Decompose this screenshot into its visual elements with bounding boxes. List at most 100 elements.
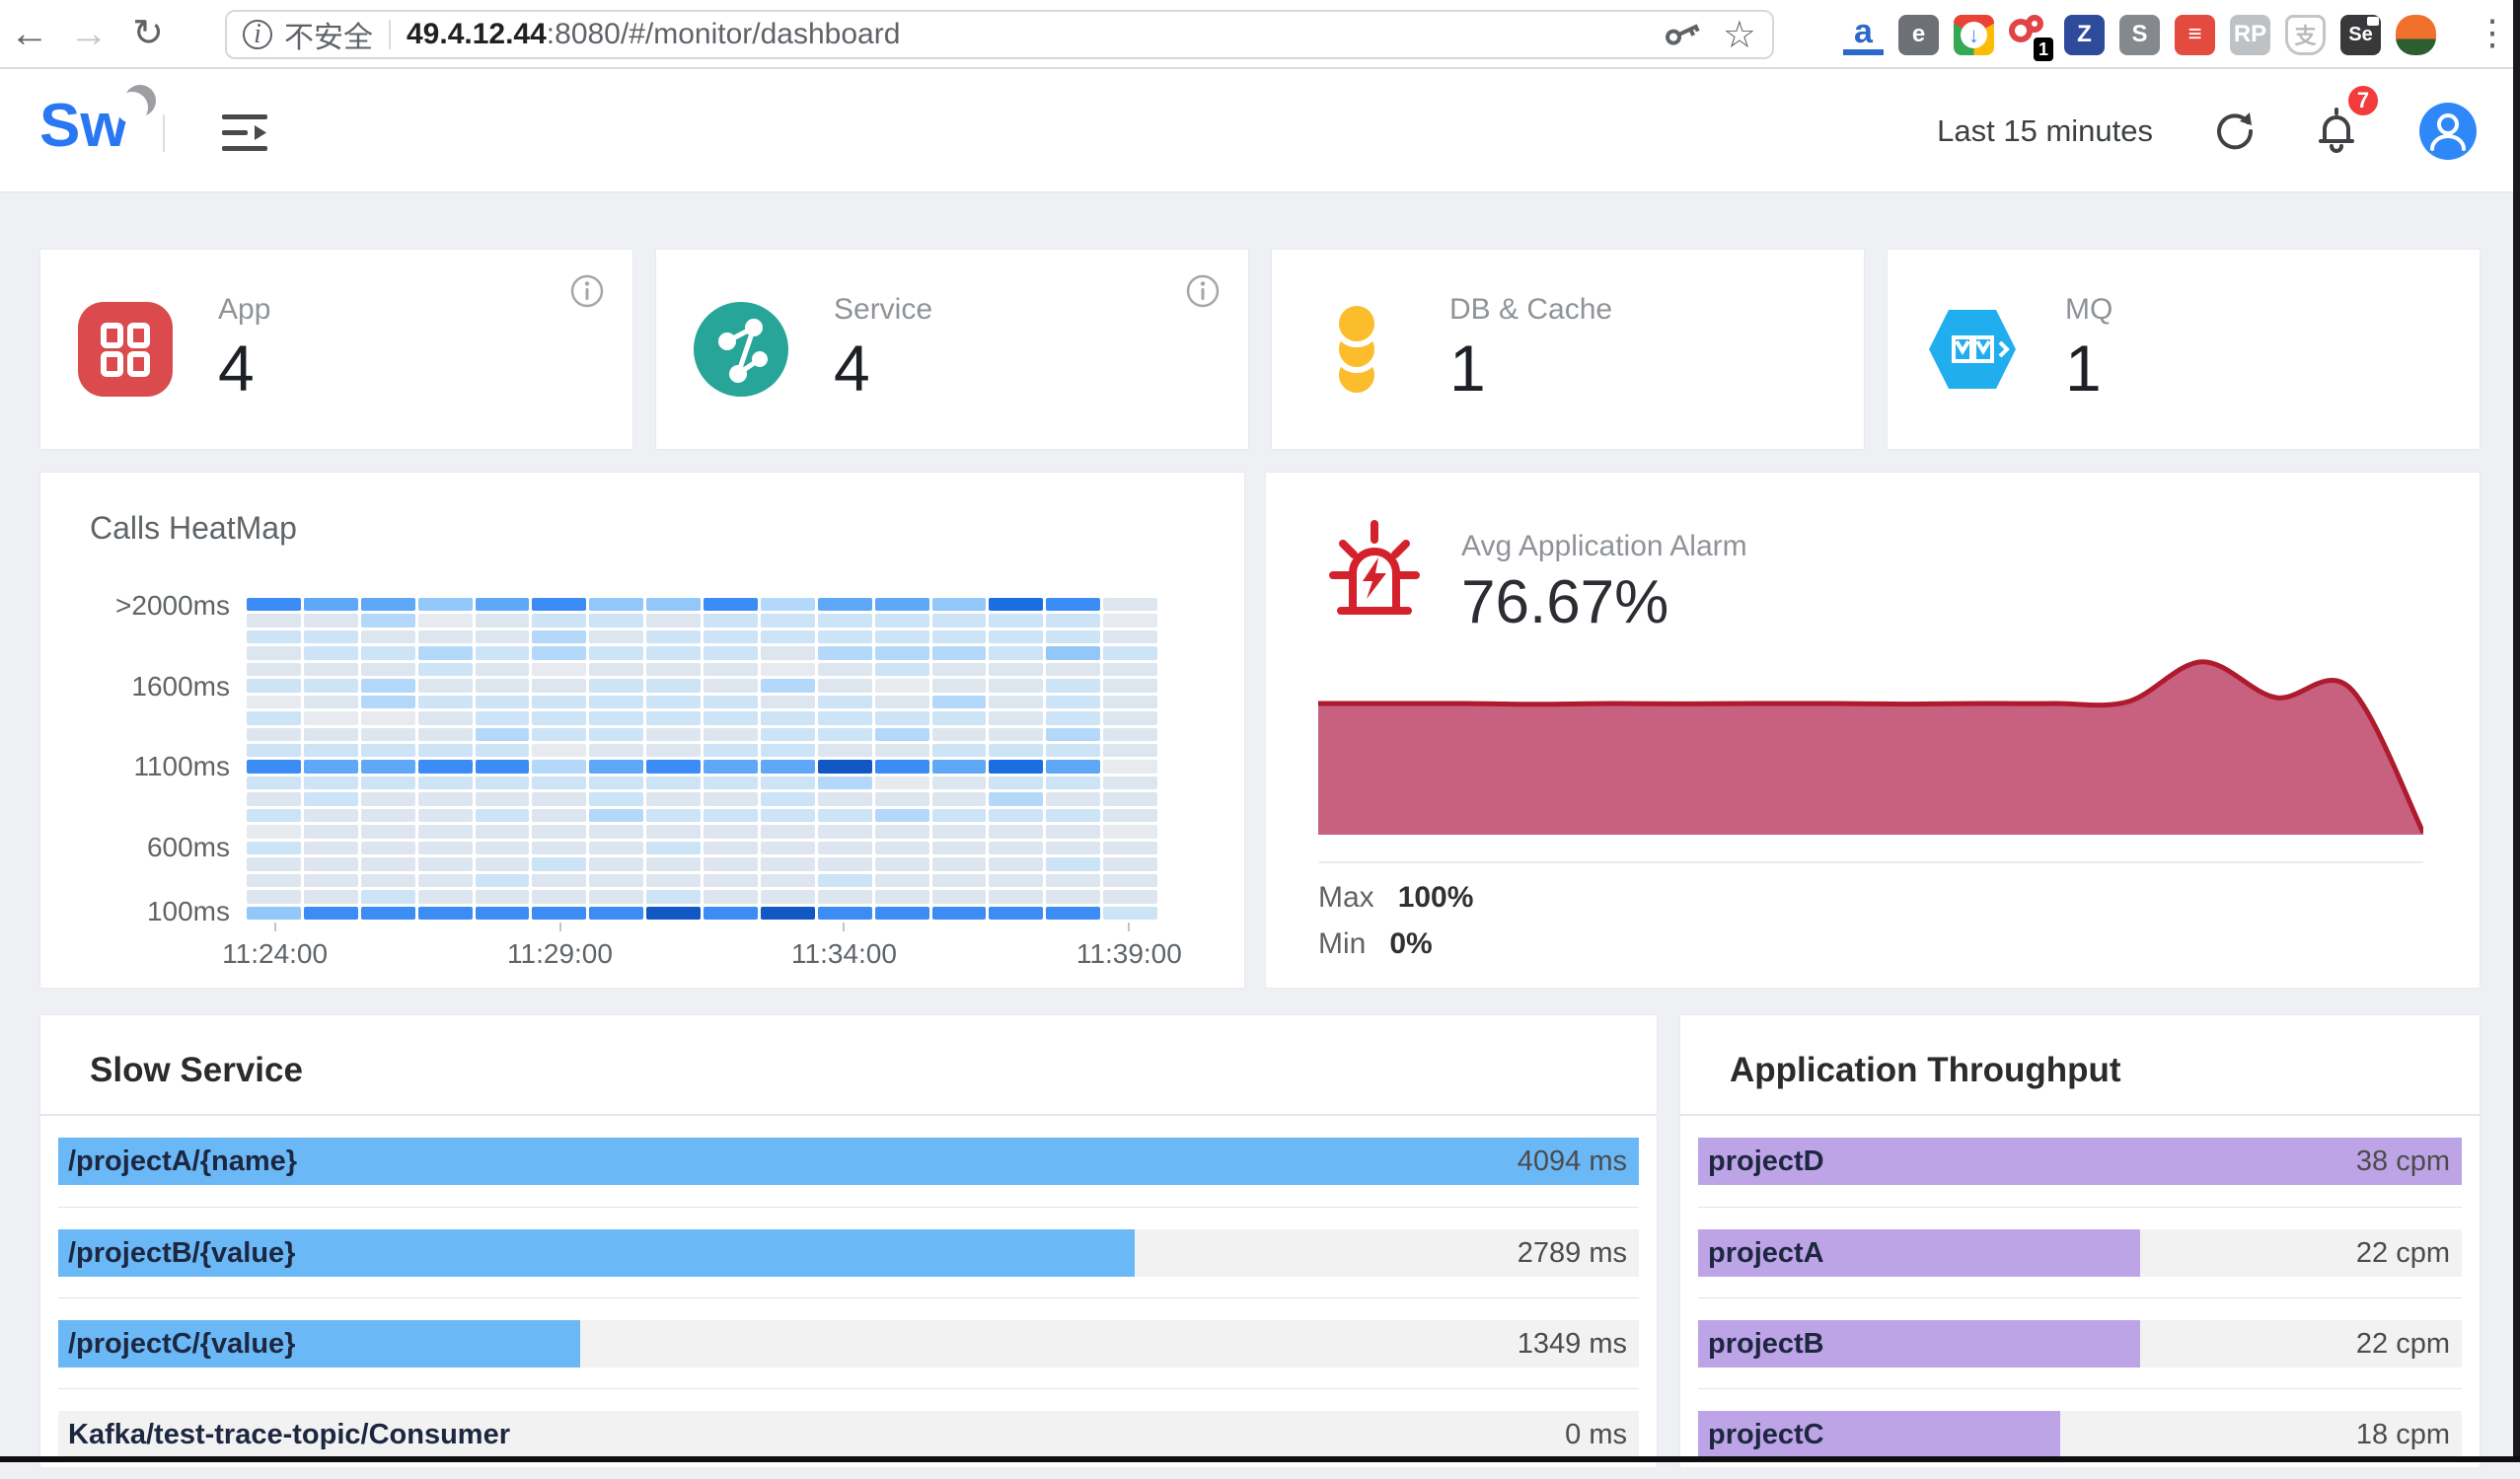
notification-badge: 7 — [2344, 82, 2382, 119]
heatmap-y-label: 600ms — [40, 832, 230, 863]
heatmap-cell — [418, 598, 473, 611]
heatmap-cell — [932, 792, 987, 805]
heatmap-cell — [418, 842, 473, 854]
heatmap-cell — [818, 663, 872, 676]
heatmap-cell — [646, 825, 701, 838]
heatmap-cell — [761, 598, 815, 611]
heatmap-cell — [418, 744, 473, 757]
evernote-icon[interactable]: e — [1898, 15, 1939, 55]
heatmap-cell — [476, 760, 530, 773]
zotero-icon[interactable]: Z — [2064, 15, 2105, 55]
forward-icon[interactable]: → — [59, 1, 118, 66]
heatmap-x-label: 11:29:00 — [507, 938, 613, 970]
stat-cards: App4Service4DB & Cache1MQ1 — [39, 249, 2481, 450]
alipay-icon[interactable]: 支 — [2285, 15, 2326, 55]
bar-track: /projectA/{name}4094 ms — [58, 1138, 1639, 1185]
heatmap-cell — [932, 760, 987, 773]
heatmap-cell — [875, 842, 929, 854]
heatmap-cell — [361, 857, 415, 870]
heatmap-cell — [418, 696, 473, 708]
heatmap-cell — [476, 842, 530, 854]
heatmap-cell — [761, 696, 815, 708]
heatmap-cell — [646, 728, 701, 741]
heatmap-cell — [704, 792, 758, 805]
heatmap-cell — [818, 874, 872, 887]
s-extension-icon[interactable]: S — [2119, 15, 2160, 55]
heatmap-cell — [646, 679, 701, 692]
heatmap-cell — [704, 874, 758, 887]
heatmap-cell — [247, 874, 301, 887]
notifier-icon[interactable]: 1 — [2009, 15, 2049, 55]
heatmap-cell — [761, 663, 815, 676]
heatmap-cell — [589, 679, 643, 692]
heatmap-cell — [532, 630, 586, 643]
bar-track: projectA22 cpm — [1698, 1229, 2462, 1277]
heatmap-cell — [247, 696, 301, 708]
heatmap-cell — [818, 744, 872, 757]
back-icon[interactable]: ← — [0, 1, 59, 66]
selenium-ide-icon[interactable]: Se — [2340, 15, 2381, 55]
heatmap-cell — [418, 646, 473, 659]
slow-service-row: /projectA/{name}4094 ms — [58, 1138, 1639, 1185]
todoist-icon[interactable]: ≡ — [2175, 15, 2215, 55]
heatmap-cell — [361, 630, 415, 643]
heatmap-cell — [361, 809, 415, 822]
heatmap-cell — [247, 842, 301, 854]
heatmap-cell — [932, 598, 987, 611]
heatmap-cell — [418, 874, 473, 887]
password-key-icon[interactable] — [1664, 16, 1703, 54]
info-icon[interactable] — [1185, 273, 1221, 314]
heatmap-cell — [361, 907, 415, 920]
heatmap-cell — [1103, 598, 1157, 611]
heatmap-cell — [304, 907, 358, 920]
heatmap-cell — [704, 630, 758, 643]
stat-card-mq: MQ1 — [1887, 249, 2481, 450]
heatmap-cell — [932, 679, 987, 692]
heatmap-cell — [1046, 663, 1100, 676]
download-manager-icon[interactable]: ↓ — [1954, 15, 1994, 55]
heatmap-cell — [247, 809, 301, 822]
heatmap-cell — [361, 874, 415, 887]
heatmap-y-label: 1100ms — [40, 751, 230, 782]
heatmap-cell — [304, 874, 358, 887]
heatmap-cell — [361, 646, 415, 659]
heatmap-cell — [1046, 679, 1100, 692]
heatmap-cell — [646, 857, 701, 870]
time-range-selector[interactable]: Last 15 minutes — [1937, 113, 2153, 149]
heatmap-cell — [989, 614, 1043, 627]
reload-icon[interactable]: ↻ — [118, 1, 178, 66]
bar-track: projectC18 cpm — [1698, 1411, 2462, 1458]
heatmap-y-label: >2000ms — [40, 590, 230, 622]
heatmap-cell — [361, 696, 415, 708]
notifications-button[interactable]: 7 — [2313, 104, 2360, 160]
address-bar[interactable]: i 不安全 49.4.12.44 :8080/#/monitor/dashboa… — [225, 10, 1774, 59]
avatar[interactable] — [2419, 103, 2477, 160]
card-value: 4 — [218, 331, 270, 406]
heatmap-cell — [361, 842, 415, 854]
amazon-assistant-icon[interactable]: a — [1843, 15, 1884, 55]
heatmap-cell — [304, 630, 358, 643]
heatmap-cell — [875, 663, 929, 676]
roboform-icon[interactable]: RP — [2230, 15, 2270, 55]
heatmap-cell — [818, 792, 872, 805]
window-right-edge — [2513, 0, 2520, 1462]
heatmap-cell — [704, 614, 758, 627]
site-info-icon[interactable]: i — [243, 20, 272, 49]
menu-unfold-icon[interactable] — [222, 114, 271, 152]
browser-menu-icon[interactable]: ⋮ — [2473, 12, 2512, 53]
heatmap-cell — [418, 728, 473, 741]
heatmap-cell — [1046, 728, 1100, 741]
heatmap-cell — [418, 809, 473, 822]
heatmap-cell — [818, 614, 872, 627]
refresh-icon[interactable] — [2212, 109, 2258, 154]
heatmap-cell — [418, 663, 473, 676]
info-icon[interactable] — [569, 273, 605, 314]
heatmap-cell — [532, 776, 586, 789]
throughput-row: projectA22 cpm — [1698, 1207, 2462, 1276]
heatmap-cell — [304, 776, 358, 789]
heatmap-cell — [932, 907, 987, 920]
bookmark-star-icon[interactable]: ☆ — [1723, 13, 1756, 57]
bar-value: 2789 ms — [1518, 1229, 1627, 1277]
parrot-icon[interactable] — [2396, 15, 2436, 55]
heatmap-cell — [532, 646, 586, 659]
